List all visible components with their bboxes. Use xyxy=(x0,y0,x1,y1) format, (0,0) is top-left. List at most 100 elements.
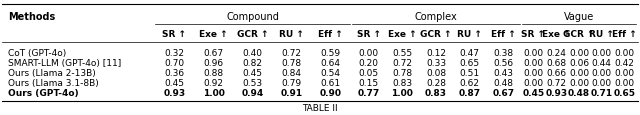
Text: 0.00: 0.00 xyxy=(569,49,589,58)
Text: 0.40: 0.40 xyxy=(243,49,262,58)
Text: 0.38: 0.38 xyxy=(493,49,513,58)
Text: 0.68: 0.68 xyxy=(546,58,566,67)
Text: 0.45: 0.45 xyxy=(522,88,545,97)
Text: 0.20: 0.20 xyxy=(359,58,379,67)
Text: 0.00: 0.00 xyxy=(569,78,589,87)
Text: 0.65: 0.65 xyxy=(614,88,636,97)
Text: 0.24: 0.24 xyxy=(547,49,566,58)
Text: 0.55: 0.55 xyxy=(392,49,412,58)
Text: 0.00: 0.00 xyxy=(592,68,612,77)
Text: 0.77: 0.77 xyxy=(358,88,380,97)
Text: 0.06: 0.06 xyxy=(569,58,589,67)
Text: RU ↑: RU ↑ xyxy=(589,30,614,39)
Text: Eff ↑: Eff ↑ xyxy=(612,30,637,39)
Text: 0.93: 0.93 xyxy=(163,88,186,97)
Text: 0.54: 0.54 xyxy=(321,68,340,77)
Text: 0.43: 0.43 xyxy=(493,68,513,77)
Text: 0.62: 0.62 xyxy=(460,78,479,87)
Text: 0.96: 0.96 xyxy=(204,58,223,67)
Text: 0.42: 0.42 xyxy=(614,58,634,67)
Text: 0.72: 0.72 xyxy=(282,49,301,58)
Text: RU ↑: RU ↑ xyxy=(457,30,482,39)
Text: 0.92: 0.92 xyxy=(204,78,223,87)
Text: 0.78: 0.78 xyxy=(282,58,301,67)
Text: 0.91: 0.91 xyxy=(280,88,303,97)
Text: Vague: Vague xyxy=(564,12,594,22)
Text: 0.00: 0.00 xyxy=(614,68,635,77)
Text: 0.64: 0.64 xyxy=(321,58,340,67)
Text: Ours (Llama 3.1-8B): Ours (Llama 3.1-8B) xyxy=(8,78,99,87)
Text: 0.72: 0.72 xyxy=(392,58,412,67)
Text: 0.82: 0.82 xyxy=(243,58,262,67)
Text: Eff ↑: Eff ↑ xyxy=(318,30,343,39)
Text: CoT (GPT-4o): CoT (GPT-4o) xyxy=(8,49,67,58)
Text: 0.61: 0.61 xyxy=(321,78,340,87)
Text: 0.00: 0.00 xyxy=(524,78,543,87)
Text: GCR ↑: GCR ↑ xyxy=(237,30,268,39)
Text: 0.36: 0.36 xyxy=(164,68,184,77)
Text: 0.90: 0.90 xyxy=(319,88,342,97)
Text: 0.45: 0.45 xyxy=(164,78,184,87)
Text: 0.47: 0.47 xyxy=(460,49,479,58)
Text: 0.44: 0.44 xyxy=(592,58,612,67)
Text: 0.93: 0.93 xyxy=(545,88,567,97)
Text: Compound: Compound xyxy=(226,12,279,22)
Text: 0.12: 0.12 xyxy=(426,49,446,58)
Text: Exe ↑: Exe ↑ xyxy=(542,30,570,39)
Text: 0.84: 0.84 xyxy=(282,68,301,77)
Text: Methods: Methods xyxy=(8,12,55,22)
Text: SR ↑: SR ↑ xyxy=(163,30,186,39)
Text: 0.00: 0.00 xyxy=(592,49,612,58)
Text: GCR ↑: GCR ↑ xyxy=(420,30,452,39)
Text: 0.00: 0.00 xyxy=(524,68,543,77)
Text: 0.00: 0.00 xyxy=(592,78,612,87)
Text: 0.48: 0.48 xyxy=(568,88,590,97)
Text: SR ↑: SR ↑ xyxy=(522,30,545,39)
Text: 0.83: 0.83 xyxy=(425,88,447,97)
Text: 0.66: 0.66 xyxy=(546,68,566,77)
Text: TABLE II: TABLE II xyxy=(302,103,338,112)
Text: 1.00: 1.00 xyxy=(203,88,225,97)
Text: 0.83: 0.83 xyxy=(392,78,412,87)
Text: Complex: Complex xyxy=(415,12,458,22)
Text: 0.48: 0.48 xyxy=(493,78,513,87)
Text: 0.00: 0.00 xyxy=(524,58,543,67)
Text: 0.78: 0.78 xyxy=(392,68,412,77)
Text: 0.00: 0.00 xyxy=(614,78,635,87)
Text: SR ↑: SR ↑ xyxy=(357,30,381,39)
Text: RU ↑: RU ↑ xyxy=(279,30,304,39)
Text: GCR ↑: GCR ↑ xyxy=(563,30,595,39)
Text: Exe ↑: Exe ↑ xyxy=(388,30,417,39)
Text: 0.67: 0.67 xyxy=(492,88,515,97)
Text: 0.45: 0.45 xyxy=(243,68,262,77)
Text: 0.79: 0.79 xyxy=(282,78,301,87)
Text: 0.70: 0.70 xyxy=(164,58,184,67)
Text: 0.71: 0.71 xyxy=(591,88,613,97)
Text: 0.87: 0.87 xyxy=(458,88,481,97)
Text: 0.53: 0.53 xyxy=(243,78,262,87)
Text: 0.59: 0.59 xyxy=(321,49,340,58)
Text: SMART-LLM (GPT-4o) [11]: SMART-LLM (GPT-4o) [11] xyxy=(8,58,121,67)
Text: Ours (GPT-4o): Ours (GPT-4o) xyxy=(8,88,79,97)
Text: 0.51: 0.51 xyxy=(460,68,479,77)
Text: Exe ↑: Exe ↑ xyxy=(199,30,228,39)
Text: 0.00: 0.00 xyxy=(614,49,635,58)
Text: 1.00: 1.00 xyxy=(392,88,413,97)
Text: 0.00: 0.00 xyxy=(524,49,543,58)
Text: 0.32: 0.32 xyxy=(164,49,184,58)
Text: 0.94: 0.94 xyxy=(241,88,264,97)
Text: 0.00: 0.00 xyxy=(569,68,589,77)
Text: 0.15: 0.15 xyxy=(359,78,379,87)
Text: 0.33: 0.33 xyxy=(426,58,446,67)
Text: 0.67: 0.67 xyxy=(204,49,223,58)
Text: Eff ↑: Eff ↑ xyxy=(491,30,516,39)
Text: 0.72: 0.72 xyxy=(546,78,566,87)
Text: 0.05: 0.05 xyxy=(359,68,379,77)
Text: 0.00: 0.00 xyxy=(359,49,379,58)
Text: 0.88: 0.88 xyxy=(204,68,223,77)
Text: 0.65: 0.65 xyxy=(460,58,479,67)
Text: Ours (Llama 2-13B): Ours (Llama 2-13B) xyxy=(8,68,96,77)
Text: 0.56: 0.56 xyxy=(493,58,513,67)
Text: 0.28: 0.28 xyxy=(426,78,446,87)
Text: 0.08: 0.08 xyxy=(426,68,446,77)
